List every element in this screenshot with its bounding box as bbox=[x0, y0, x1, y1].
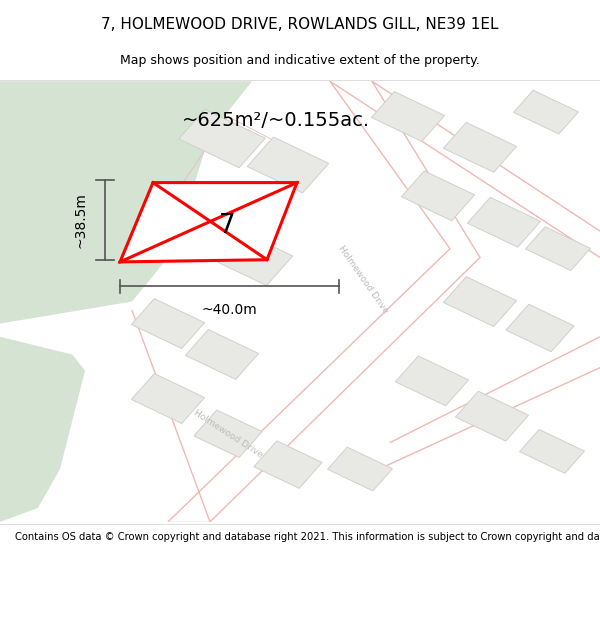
Polygon shape bbox=[514, 90, 578, 134]
Polygon shape bbox=[401, 171, 475, 221]
Polygon shape bbox=[120, 182, 297, 262]
Polygon shape bbox=[328, 447, 392, 491]
Polygon shape bbox=[443, 122, 517, 172]
Polygon shape bbox=[131, 299, 205, 349]
Polygon shape bbox=[0, 337, 108, 522]
Text: Holmewood Drive: Holmewood Drive bbox=[336, 244, 390, 315]
Polygon shape bbox=[395, 356, 469, 406]
Polygon shape bbox=[443, 277, 517, 326]
Polygon shape bbox=[0, 81, 252, 324]
Polygon shape bbox=[194, 410, 262, 458]
Polygon shape bbox=[526, 227, 590, 271]
Polygon shape bbox=[185, 329, 259, 379]
Polygon shape bbox=[247, 137, 329, 193]
Polygon shape bbox=[467, 198, 541, 247]
Polygon shape bbox=[179, 109, 265, 168]
Polygon shape bbox=[211, 229, 293, 286]
Text: Map shows position and indicative extent of the property.: Map shows position and indicative extent… bbox=[120, 54, 480, 68]
Polygon shape bbox=[371, 92, 445, 141]
Text: Holmewood Drive: Holmewood Drive bbox=[192, 408, 264, 459]
Polygon shape bbox=[131, 374, 205, 423]
Polygon shape bbox=[455, 391, 529, 441]
Text: Contains OS data © Crown copyright and database right 2021. This information is : Contains OS data © Crown copyright and d… bbox=[15, 532, 600, 542]
Text: ~40.0m: ~40.0m bbox=[202, 303, 257, 317]
Polygon shape bbox=[506, 304, 574, 352]
Text: ~625m²/~0.155ac.: ~625m²/~0.155ac. bbox=[182, 111, 370, 131]
Text: 7: 7 bbox=[219, 213, 236, 239]
Text: 7, HOLMEWOOD DRIVE, ROWLANDS GILL, NE39 1EL: 7, HOLMEWOOD DRIVE, ROWLANDS GILL, NE39 … bbox=[101, 17, 499, 32]
Polygon shape bbox=[155, 198, 241, 256]
Polygon shape bbox=[30, 301, 144, 522]
Polygon shape bbox=[254, 441, 322, 488]
Polygon shape bbox=[520, 429, 584, 473]
Text: ~38.5m: ~38.5m bbox=[73, 192, 87, 248]
